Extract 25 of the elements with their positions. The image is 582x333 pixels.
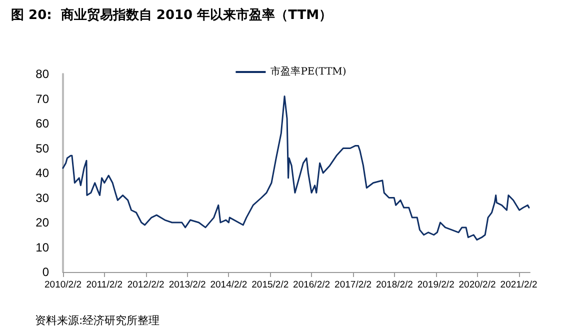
x-tick-label: 2011/2/2 — [86, 280, 123, 290]
x-tick-label: 2014/2/2 — [210, 280, 248, 290]
x-tick-label: 2021/2/2 — [500, 280, 538, 290]
y-tick-label: 80 — [36, 67, 50, 81]
y-tick-label: 70 — [36, 92, 50, 106]
x-tick-label: 2015/2/2 — [252, 280, 289, 290]
x-tick-label: 2018/2/2 — [376, 280, 413, 290]
x-tick-label: 2017/2/2 — [334, 280, 372, 290]
y-tick-label: 50 — [36, 141, 50, 156]
y-tick-label: 10 — [36, 240, 50, 254]
line-series — [62, 96, 530, 241]
x-tick-label: 2013/2/2 — [168, 280, 206, 290]
y-tick-label: 0 — [42, 265, 50, 279]
legend-label: 市盈率PE(TTM) — [270, 66, 346, 78]
x-tick-label: 2012/2/2 — [127, 280, 164, 290]
text: 资料来源:经济研究所整理 — [35, 314, 160, 327]
y-tick-label: 40 — [36, 166, 50, 180]
y-tick-label: 60 — [36, 116, 50, 130]
x-tick-label: 2020/2/2 — [458, 280, 496, 290]
y-tick-label: 20 — [36, 216, 50, 230]
y-tick-label: 30 — [36, 190, 50, 205]
chart-title: 图 20: 商业贸易指数自 2010 年以来市盈率（TTM） — [11, 7, 332, 23]
x-tick-label: 2010/2/2 — [44, 280, 82, 290]
x-tick-label: 2016/2/2 — [293, 280, 330, 290]
x-tick-label: 2019/2/2 — [417, 280, 454, 290]
